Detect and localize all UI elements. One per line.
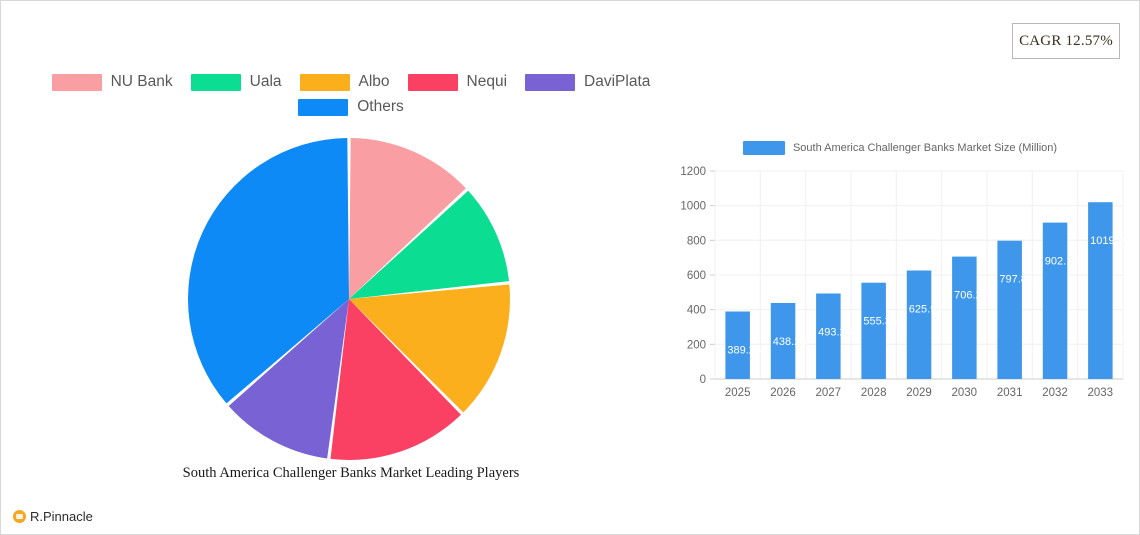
pie-slice-others[interactable]: [188, 138, 349, 404]
cagr-badge: CAGR 12.57%: [1012, 23, 1120, 59]
pie-slice-nu-bank[interactable]: [349, 138, 466, 299]
bar-chart-legend[interactable]: South America Challenger Banks Market Si…: [669, 141, 1131, 155]
bar-2031[interactable]: [997, 240, 1022, 379]
pie-slice-daviplata[interactable]: [228, 299, 349, 459]
x-axis-tick-label: 2030: [952, 387, 978, 399]
bar-2028[interactable]: [861, 282, 886, 379]
bar-chart-svg: 0 200 400 600 800 1000 1200 389.26 2025 438.25 202…: [680, 166, 1130, 399]
pie-chart-svg: [188, 138, 511, 460]
legend-swatch: [299, 73, 350, 91]
bar-value-label: 797.82: [999, 274, 1033, 286]
bar-legend-label: South America Challenger Banks Market Si…: [792, 142, 1058, 154]
bar-value-label: 493.25: [818, 327, 852, 339]
legend-swatch: [407, 73, 458, 91]
pie-slice-albo[interactable]: [349, 284, 511, 413]
watermark-label: R.Pinnacle: [30, 509, 93, 524]
bar-value-label: 438.25: [773, 336, 807, 348]
legend-label: Uala: [249, 73, 282, 90]
y-axis-tick-label: 1000: [680, 201, 706, 213]
pie-legend-item-others[interactable]: Others: [298, 98, 404, 116]
legend-swatch: [298, 98, 349, 116]
bar-2029[interactable]: [906, 270, 932, 380]
legend-label: Nequi: [466, 73, 508, 90]
bar-2026[interactable]: [770, 303, 796, 379]
legend-swatch: [51, 73, 102, 91]
y-axis-tick-label: 200: [687, 339, 706, 351]
y-axis-tick-label: 0: [700, 374, 706, 386]
x-axis-tick-label: 2025: [725, 387, 751, 399]
x-axis-tick-label: 2029: [906, 387, 932, 399]
watermark: R.Pinnacle: [13, 509, 93, 524]
y-axis-tick-label: 400: [687, 305, 706, 317]
y-axis-tick-label: 1200: [680, 166, 706, 178]
cagr-value: CAGR 12.57%: [1019, 32, 1113, 49]
x-axis-tick-label: 2031: [997, 387, 1023, 399]
legend-label: NU Bank: [110, 73, 173, 90]
y-axis-tick-label: 800: [687, 235, 706, 247]
pie-legend-item-daviplata[interactable]: DaviPlata: [525, 73, 650, 91]
x-axis-tick-label: 2032: [1042, 387, 1068, 399]
bar-2030[interactable]: [952, 256, 977, 379]
bar-2033[interactable]: [1088, 202, 1113, 379]
bar-value-label: 1019.93: [1090, 235, 1130, 247]
pie-slice-uala[interactable]: [349, 190, 510, 299]
legend-swatch: [525, 73, 576, 91]
pie-legend: NU Bank Uala Albo Nequi DaviPlata Others: [1, 73, 701, 116]
pie-slice-nequi[interactable]: [330, 299, 461, 460]
pie-chart-title: South America Challenger Banks Market Le…: [182, 465, 520, 481]
legend-label: DaviPlata: [584, 73, 651, 90]
pinnacle-logo-icon: [13, 510, 26, 523]
x-axis-tick-label: 2027: [816, 387, 842, 399]
y-axis-tick-label: 600: [687, 270, 706, 282]
x-axis-tick-label: 2033: [1088, 387, 1114, 399]
bar-2025[interactable]: [725, 311, 750, 380]
legend-label: Others: [357, 98, 404, 115]
x-axis-tick-label: 2026: [770, 387, 796, 399]
bar-chart: South America Challenger Banks Market Si…: [669, 141, 1131, 416]
x-axis-tick-label: 2028: [861, 387, 887, 399]
pie-chart: [187, 137, 511, 461]
bar-value-label: 625.92: [909, 304, 943, 316]
bar-value-label: 389.26: [727, 345, 761, 357]
pie-legend-item-albo[interactable]: Albo: [299, 73, 390, 91]
pie-legend-row: NU Bank Uala Albo Nequi DaviPlata: [1, 73, 701, 91]
pie-legend-item-uala[interactable]: Uala: [190, 73, 282, 91]
bar-value-label: 902.12: [1045, 256, 1079, 268]
bar-value-label: 706.27: [954, 290, 988, 302]
bar-2032[interactable]: [1042, 222, 1068, 379]
pie-legend-item-nequi[interactable]: Nequi: [407, 73, 508, 91]
legend-label: Albo: [358, 73, 390, 90]
pie-legend-item-nu-bank[interactable]: NU Bank: [51, 73, 173, 91]
bar-2027[interactable]: [816, 293, 841, 380]
pie-legend-row: Others: [1, 98, 701, 116]
bar-value-label: 555.36: [863, 316, 897, 328]
bar-legend-swatch: [742, 141, 785, 155]
legend-swatch: [190, 73, 241, 91]
